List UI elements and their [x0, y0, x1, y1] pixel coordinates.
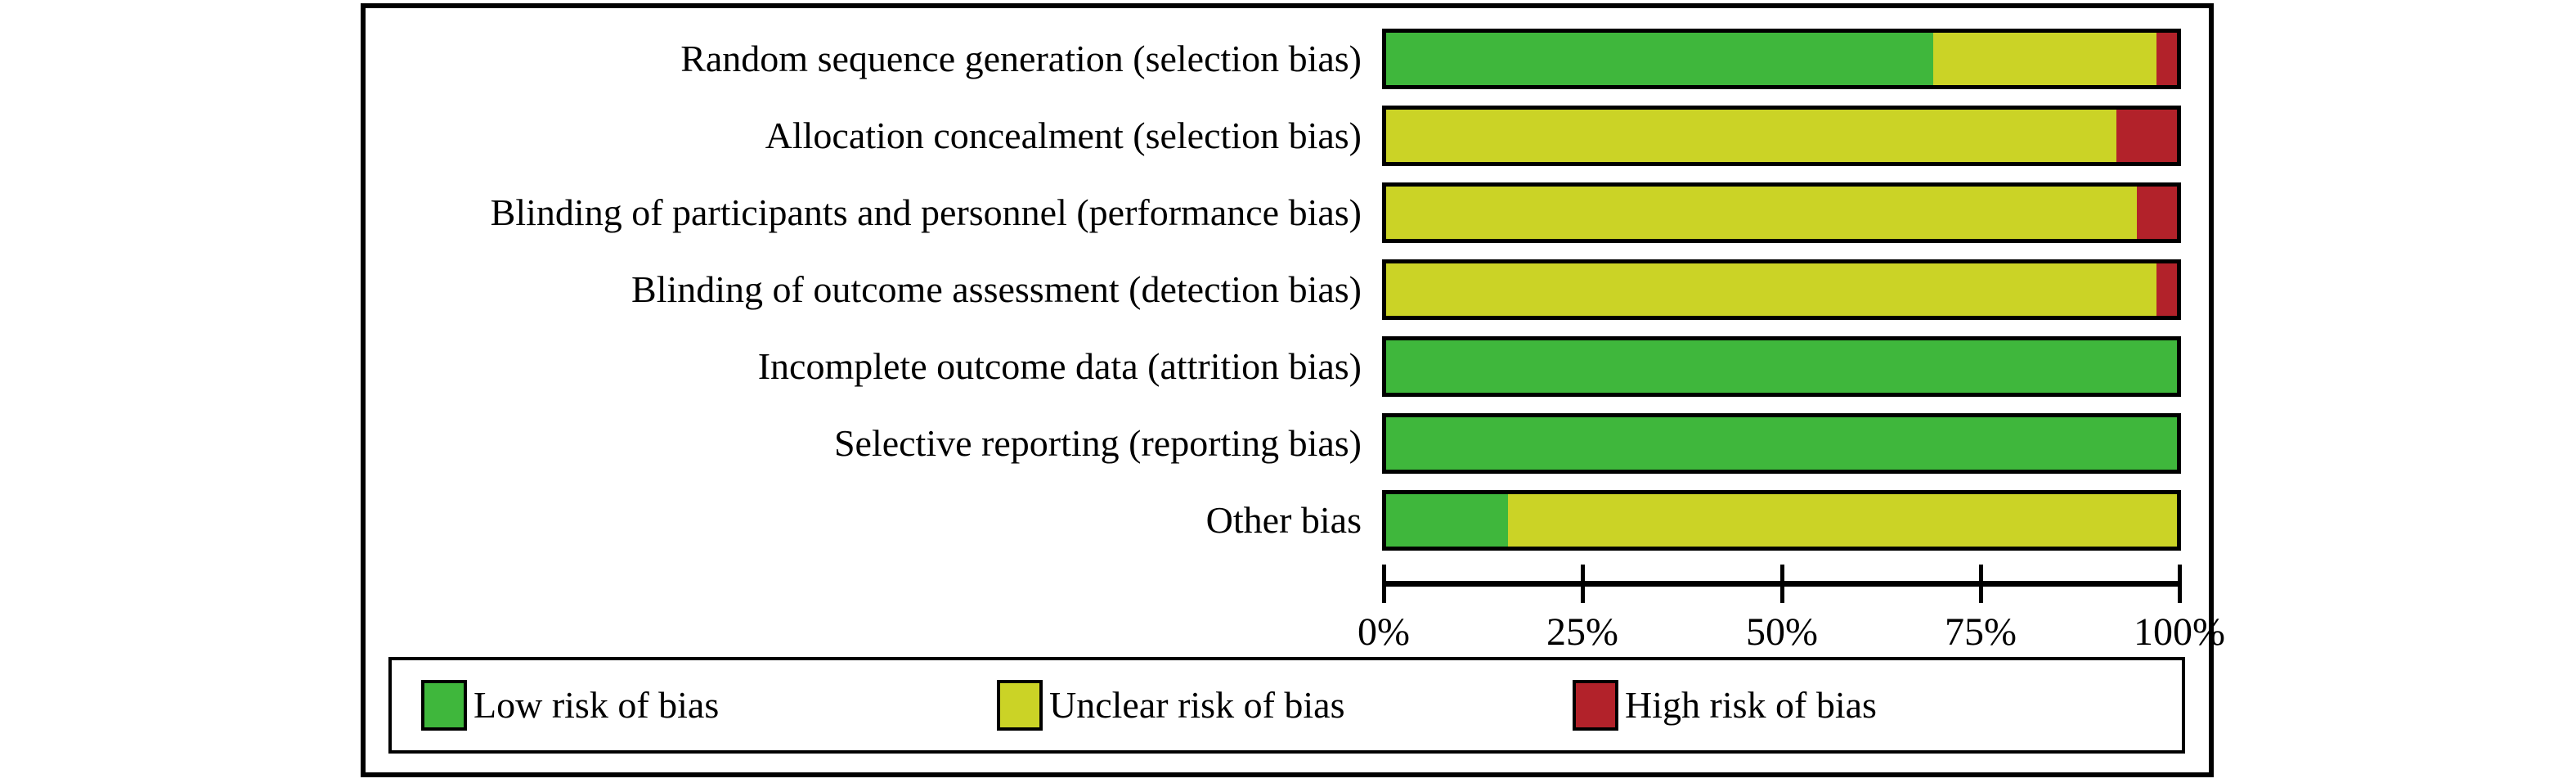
bar-segment-low-risk	[1386, 33, 1934, 85]
axis-tick	[2178, 565, 2182, 603]
legend-item: Low risk of bias	[421, 660, 719, 750]
legend-label: Unclear risk of bias	[1049, 684, 1345, 726]
stacked-bar	[1382, 490, 2181, 551]
category-label: Selective reporting (reporting bias)	[833, 422, 1362, 464]
chart-row: Blinding of participants and personnel (…	[366, 182, 2209, 243]
bar-segment-high-risk	[2116, 110, 2177, 162]
risk-of-bias-chart: Random sequence generation (selection bi…	[361, 3, 2225, 777]
axis-tick	[1581, 565, 1585, 603]
bar-segment-low-risk	[1386, 340, 2177, 393]
bar-segment-high-risk	[2156, 263, 2177, 316]
axis-tick-label: 0%	[1358, 610, 1410, 654]
legend-item: High risk of bias	[1573, 660, 1877, 750]
stacked-bar	[1382, 106, 2181, 166]
category-label: Other bias	[1205, 499, 1362, 541]
bar-segment-unclear-risk	[1386, 110, 2116, 162]
axis-tick	[1979, 565, 1983, 603]
bar-segment-unclear-risk	[1386, 187, 2137, 239]
chart-row: Other bias	[366, 490, 2209, 551]
x-axis: 0% 25% 50% 75% 100%	[1358, 565, 2225, 671]
bar-segment-high-risk	[2136, 187, 2177, 239]
legend-label: Low risk of bias	[473, 684, 720, 726]
category-label: Blinding of outcome assessment (detectio…	[631, 268, 1362, 310]
legend-box: Low risk of bias Unclear risk of bias High…	[388, 657, 2185, 754]
bar-segment-unclear-risk	[1933, 33, 2156, 85]
legend-label: High risk of bias	[1625, 684, 1877, 726]
axis-tick-label: 75%	[1945, 610, 2017, 654]
chart-row: Incomplete outcome data (attrition bias)	[366, 336, 2209, 397]
stacked-bar	[1382, 29, 2181, 89]
bar-segment-low-risk	[1386, 417, 2177, 470]
chart-row: Selective reporting (reporting bias)	[366, 413, 2209, 474]
category-label: Incomplete outcome data (attrition bias)	[757, 345, 1362, 387]
legend-swatch-low-risk	[421, 680, 467, 731]
legend-swatch-unclear-risk	[997, 680, 1043, 731]
chart-row: Allocation concealment (selection bias)	[366, 106, 2209, 166]
bar-segment-high-risk	[2156, 33, 2177, 85]
bar-segment-unclear-risk	[1386, 263, 2156, 316]
stacked-bar	[1382, 259, 2181, 320]
stacked-bar	[1382, 413, 2181, 474]
bar-segment-unclear-risk	[1507, 494, 2177, 547]
axis-tick	[1780, 565, 1784, 603]
legend-item: Unclear risk of bias	[997, 660, 1345, 750]
axis-tick	[1382, 565, 1386, 603]
category-label: Random sequence generation (selection bi…	[680, 38, 1362, 79]
axis-tick-label: 100%	[2134, 610, 2225, 654]
category-label: Blinding of participants and personnel (…	[490, 191, 1362, 233]
stacked-bar	[1382, 182, 2181, 243]
stacked-bar	[1382, 336, 2181, 397]
axis-tick-label: 25%	[1546, 610, 1618, 654]
category-label: Allocation concealment (selection bias)	[765, 115, 1362, 156]
chart-row: Blinding of outcome assessment (detectio…	[366, 259, 2209, 320]
chart-row: Random sequence generation (selection bi…	[366, 29, 2209, 89]
axis-tick-label: 50%	[1746, 610, 1818, 654]
bar-segment-low-risk	[1386, 494, 1508, 547]
legend-swatch-high-risk	[1573, 680, 1618, 731]
